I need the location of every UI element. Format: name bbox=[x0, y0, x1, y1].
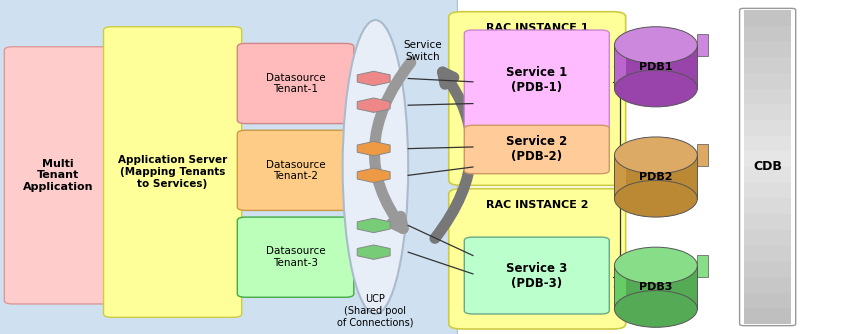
Bar bbox=[744, 308, 791, 324]
Bar bbox=[744, 135, 791, 151]
Text: PDB3: PDB3 bbox=[639, 282, 672, 292]
Bar bbox=[614, 266, 626, 309]
Bar bbox=[744, 292, 791, 308]
Text: Multi
Tenant
Application: Multi Tenant Application bbox=[23, 159, 93, 192]
Ellipse shape bbox=[614, 27, 697, 63]
Bar bbox=[744, 120, 791, 136]
Bar bbox=[744, 277, 791, 293]
Bar bbox=[697, 144, 708, 166]
FancyBboxPatch shape bbox=[0, 0, 457, 334]
Ellipse shape bbox=[614, 180, 697, 217]
FancyBboxPatch shape bbox=[449, 189, 626, 329]
Bar bbox=[744, 104, 791, 120]
Bar bbox=[697, 34, 708, 56]
FancyBboxPatch shape bbox=[237, 43, 354, 124]
Polygon shape bbox=[357, 218, 390, 233]
Bar bbox=[614, 45, 697, 89]
Text: UCP
(Shared pool
of Connections): UCP (Shared pool of Connections) bbox=[337, 294, 413, 327]
Bar bbox=[744, 88, 791, 104]
Bar bbox=[744, 10, 791, 26]
Text: Service
Switch: Service Switch bbox=[404, 40, 442, 62]
FancyBboxPatch shape bbox=[464, 237, 609, 314]
Ellipse shape bbox=[614, 70, 697, 107]
Text: RAC INSTANCE 1: RAC INSTANCE 1 bbox=[486, 23, 589, 33]
Text: RAC INSTANCE 2: RAC INSTANCE 2 bbox=[486, 200, 589, 210]
Polygon shape bbox=[357, 71, 390, 86]
FancyBboxPatch shape bbox=[4, 47, 112, 304]
Bar bbox=[744, 25, 791, 41]
Text: Service 2
(PDB-2): Service 2 (PDB-2) bbox=[507, 136, 567, 163]
Bar bbox=[744, 229, 791, 245]
Ellipse shape bbox=[343, 20, 408, 314]
Text: PDB2: PDB2 bbox=[639, 172, 672, 182]
Text: Service 1
(PDB-1): Service 1 (PDB-1) bbox=[507, 66, 567, 94]
Polygon shape bbox=[357, 98, 390, 113]
Bar bbox=[614, 266, 697, 309]
Ellipse shape bbox=[614, 137, 697, 174]
Text: Application Server
(Mapping Tenants
to Services): Application Server (Mapping Tenants to S… bbox=[118, 155, 227, 189]
Bar bbox=[744, 214, 791, 230]
Bar bbox=[744, 151, 791, 167]
Polygon shape bbox=[357, 168, 390, 183]
Bar bbox=[744, 261, 791, 277]
FancyBboxPatch shape bbox=[237, 217, 354, 297]
FancyBboxPatch shape bbox=[464, 125, 609, 174]
Bar bbox=[744, 72, 791, 89]
Ellipse shape bbox=[614, 291, 697, 327]
Text: Datasource
Tenant-1: Datasource Tenant-1 bbox=[266, 73, 325, 94]
FancyBboxPatch shape bbox=[237, 130, 354, 210]
Bar bbox=[614, 45, 626, 89]
Text: PDB1: PDB1 bbox=[639, 62, 672, 72]
Bar bbox=[744, 245, 791, 261]
Bar bbox=[697, 255, 708, 277]
Polygon shape bbox=[357, 245, 390, 260]
Text: Datasource
Tenant-2: Datasource Tenant-2 bbox=[266, 160, 325, 181]
Bar bbox=[744, 167, 791, 183]
FancyBboxPatch shape bbox=[449, 12, 626, 185]
Bar bbox=[744, 41, 791, 57]
Bar bbox=[614, 155, 697, 199]
FancyBboxPatch shape bbox=[0, 0, 457, 334]
Text: Datasource
Tenant-3: Datasource Tenant-3 bbox=[266, 246, 325, 268]
Text: Service 3
(PDB-3): Service 3 (PDB-3) bbox=[507, 262, 567, 290]
FancyBboxPatch shape bbox=[104, 27, 242, 317]
Bar bbox=[744, 198, 791, 214]
Bar bbox=[744, 182, 791, 198]
Text: CDB: CDB bbox=[753, 161, 782, 173]
FancyBboxPatch shape bbox=[464, 30, 609, 130]
Bar bbox=[744, 57, 791, 73]
Polygon shape bbox=[357, 141, 390, 156]
Ellipse shape bbox=[614, 247, 697, 284]
Bar bbox=[614, 155, 626, 199]
